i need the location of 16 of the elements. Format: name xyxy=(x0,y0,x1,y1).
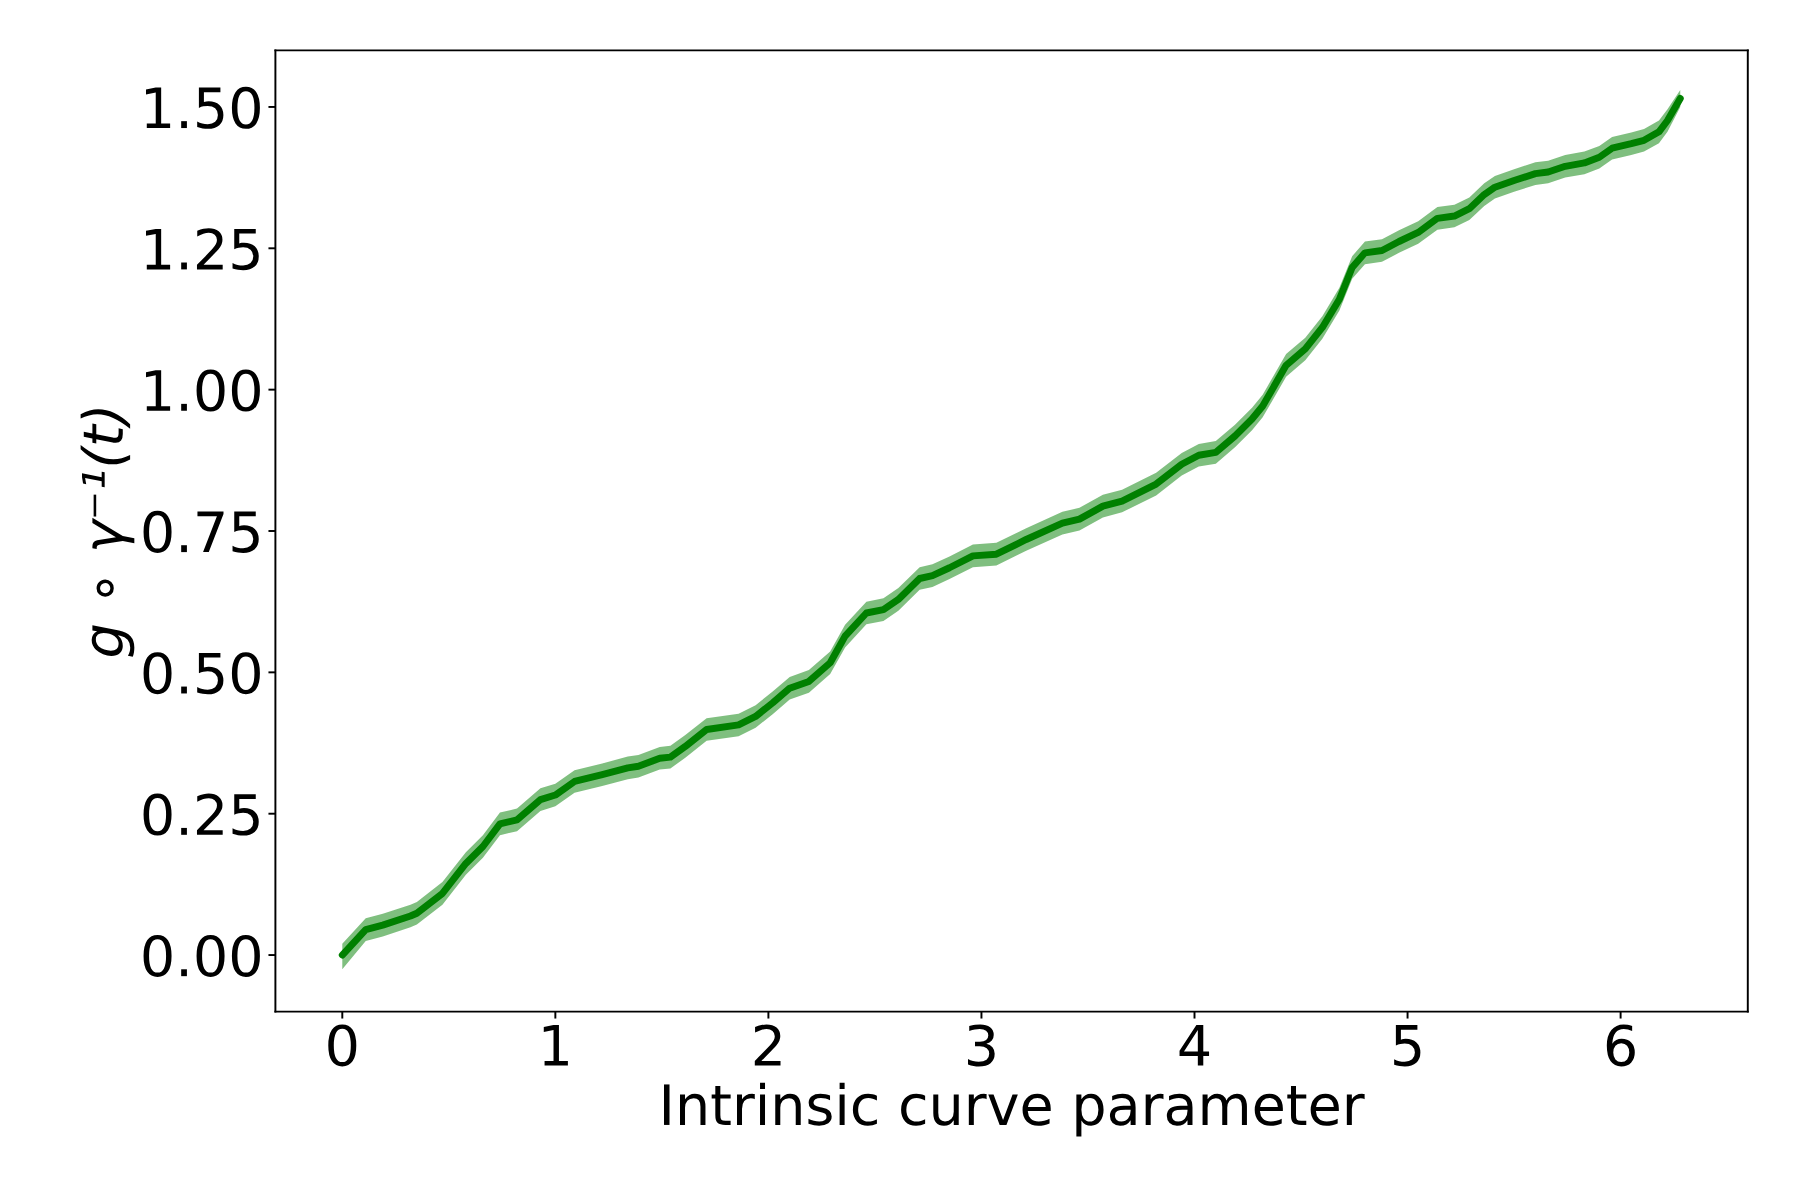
y-tick-label: 1.25 xyxy=(146,228,259,271)
y-tick-label: 1.00 xyxy=(146,369,260,412)
y-tick-label: 0.75 xyxy=(143,510,259,553)
y-tick-label: 0.25 xyxy=(143,793,259,836)
x-tick-label: 0 xyxy=(328,1024,357,1067)
y-tick-label: 1.50 xyxy=(146,86,260,129)
x-tick-label: 2 xyxy=(754,1024,781,1066)
x-tick-label: 1 xyxy=(543,1025,568,1066)
x-tick-label: 4 xyxy=(1179,1025,1210,1066)
x-axis-title: Intrinsic curve parameter xyxy=(664,1082,1365,1137)
x-tick-label: 5 xyxy=(1394,1025,1421,1067)
x-tick-label: 3 xyxy=(968,1024,995,1067)
y-tick-label: 0.00 xyxy=(143,934,260,977)
x-tick-label: 6 xyxy=(1606,1024,1635,1067)
y-axis-title: g ∘ γ⁻¹(t) xyxy=(80,409,135,657)
y-tick-label: 0.50 xyxy=(143,652,260,695)
